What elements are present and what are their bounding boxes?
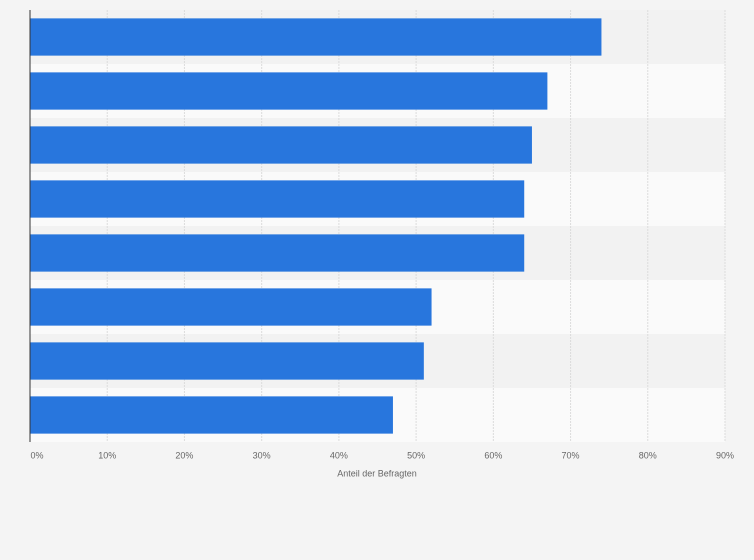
bar: [30, 180, 525, 218]
bar: [30, 342, 424, 380]
x-tick-label: 80%: [639, 450, 657, 460]
bar: [30, 18, 602, 56]
bar: [30, 72, 548, 110]
x-axis-title: Anteil der Befragten: [337, 468, 417, 478]
bar: [30, 396, 393, 434]
x-tick-label: 30%: [253, 450, 271, 460]
x-tick-label: 60%: [484, 450, 502, 460]
x-tick-label: 20%: [175, 450, 193, 460]
bar: [30, 126, 532, 164]
x-tick-label: 0%: [30, 450, 43, 460]
x-tick-label: 90%: [716, 450, 734, 460]
x-tick-label: 70%: [562, 450, 580, 460]
x-tick-label: 40%: [330, 450, 348, 460]
bar: [30, 288, 432, 326]
x-tick-label: 50%: [407, 450, 425, 460]
bar: [30, 234, 525, 272]
x-tick-label: 10%: [98, 450, 116, 460]
